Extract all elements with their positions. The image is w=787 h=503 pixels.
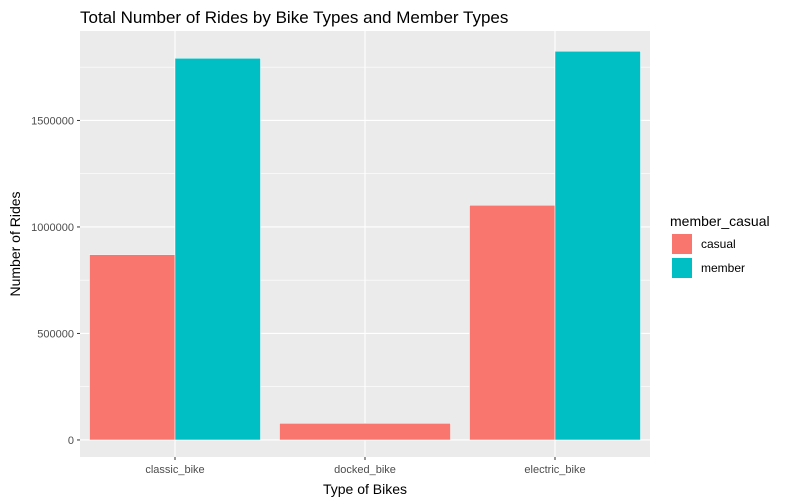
x-tick-label: docked_bike xyxy=(334,464,396,476)
bars xyxy=(89,50,641,441)
bar-casual-electric_bike xyxy=(469,204,556,441)
legend-label-casual: casual xyxy=(701,237,736,251)
x-axis-ticks: classic_bike docked_bike electric_bike xyxy=(145,457,586,476)
y-tick-label: 500000 xyxy=(37,328,74,340)
y-axis-ticks: 0 500000 1000000 1500000 xyxy=(31,115,80,447)
bar-casual-docked_bike xyxy=(279,423,451,441)
y-axis-title: Number of Rides xyxy=(7,191,23,296)
y-tick-label: 1500000 xyxy=(31,115,74,127)
legend-key-casual xyxy=(672,234,692,254)
x-tick-label: classic_bike xyxy=(145,464,204,476)
legend-key-member xyxy=(672,258,692,278)
x-axis-title: Type of Bikes xyxy=(323,481,407,497)
bar-casual-classic_bike xyxy=(89,254,176,441)
legend-label-member: member xyxy=(701,261,745,275)
y-tick-label: 0 xyxy=(68,435,74,447)
legend: member_casual casual member xyxy=(670,213,770,278)
x-tick-label: electric_bike xyxy=(524,464,585,476)
y-tick-label: 1000000 xyxy=(31,222,74,234)
chart-title: Total Number of Rides by Bike Types and … xyxy=(80,8,508,27)
legend-items: casual member xyxy=(672,234,745,278)
legend-title: member_casual xyxy=(670,213,770,229)
bar-member-classic_bike xyxy=(174,58,261,441)
bar-member-electric_bike xyxy=(554,50,641,441)
